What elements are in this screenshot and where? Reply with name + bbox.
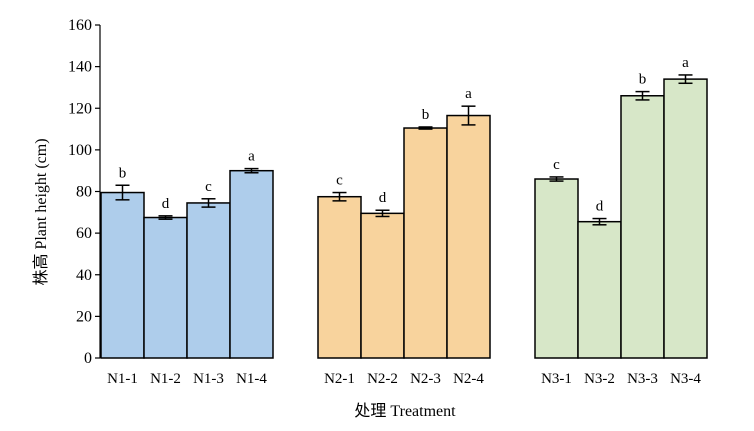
y-tick-label: 140 xyxy=(68,59,92,76)
category-label: N2-3 xyxy=(410,371,441,387)
category-label: N2-4 xyxy=(453,371,484,387)
category-label: N3-1 xyxy=(541,371,572,387)
y-tick-label: 40 xyxy=(76,267,92,284)
y-tick-label: 0 xyxy=(84,350,92,367)
bar-n3-3 xyxy=(620,95,665,359)
category-label: N3-3 xyxy=(627,371,658,387)
significance-label: b xyxy=(422,107,430,123)
plot-area: b d c a c d b a c d b a xyxy=(100,55,708,359)
bar-n1-4 xyxy=(229,169,274,359)
bar-n2-4 xyxy=(446,114,491,359)
bar-group-n2: c d b a xyxy=(317,86,491,359)
category-label: N1-2 xyxy=(150,371,181,387)
category-label: N2-1 xyxy=(324,371,355,387)
significance-label: a xyxy=(465,86,472,102)
error-bar xyxy=(549,176,564,182)
y-tick-label: 60 xyxy=(76,225,92,242)
error-bar xyxy=(592,217,607,226)
bar-group-n1: b d c a xyxy=(100,149,274,359)
bar-n2-2 xyxy=(360,212,405,359)
y-tick-label: 20 xyxy=(76,308,92,325)
significance-label: b xyxy=(119,165,127,181)
error-bar xyxy=(115,184,130,201)
category-label: N1-4 xyxy=(236,371,267,387)
error-bar xyxy=(461,105,476,126)
error-bar xyxy=(244,167,259,174)
y-axis: 0 20 40 60 80 100 120 140 160 xyxy=(68,17,101,367)
y-tick-label: 160 xyxy=(68,17,92,34)
bar-n3-2 xyxy=(577,220,622,359)
bar-n2-1 xyxy=(317,195,362,359)
x-axis-title: 处理 Treatment xyxy=(354,402,456,420)
error-bar xyxy=(418,126,433,130)
bar-group-n3: c d b a xyxy=(534,55,708,359)
x-axis-category-labels: N1-1 N1-2 N1-3 N1-4 N2-1 N2-2 N2-3 N2-4 N3-1 N3-2… xyxy=(107,371,701,387)
bar-n1-1 xyxy=(100,191,145,359)
category-label: N1-1 xyxy=(107,371,138,387)
significance-label: a xyxy=(248,149,255,165)
error-bar xyxy=(635,90,650,101)
category-label: N3-2 xyxy=(584,371,615,387)
bar-n1-2 xyxy=(143,216,188,359)
category-label: N2-2 xyxy=(367,371,398,387)
significance-label: b xyxy=(639,72,647,88)
significance-label: d xyxy=(379,190,387,206)
bar-n3-4 xyxy=(663,78,708,359)
significance-label: c xyxy=(553,157,560,173)
error-bar xyxy=(332,191,347,202)
significance-label: a xyxy=(682,55,689,71)
significance-label: c xyxy=(336,173,343,189)
y-tick-label: 80 xyxy=(76,184,92,201)
bar-n2-3 xyxy=(403,127,448,359)
bar-n3-1 xyxy=(534,178,579,359)
significance-label: d xyxy=(162,196,170,212)
y-tick-label: 120 xyxy=(68,100,92,117)
error-bar xyxy=(375,209,390,218)
y-axis-title: 株高 Plant height (cm) xyxy=(32,138,50,285)
significance-label: d xyxy=(596,199,604,215)
significance-label: c xyxy=(205,179,212,195)
category-label: N3-4 xyxy=(670,371,701,387)
error-bar xyxy=(158,215,173,220)
bar-n1-3 xyxy=(186,202,231,359)
y-tick-label: 100 xyxy=(68,142,92,159)
category-label: N1-3 xyxy=(193,371,224,387)
error-bar xyxy=(678,74,693,85)
error-bar xyxy=(201,198,216,208)
